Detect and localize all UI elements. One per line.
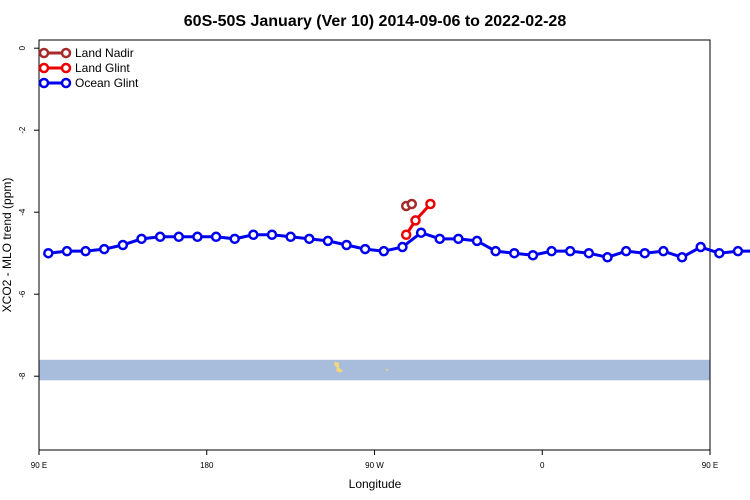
y-tick-label: 0 <box>18 45 27 50</box>
data-point-ocean-glint <box>509 247 520 259</box>
data-point-ocean-glint <box>98 243 110 255</box>
series-ocean-glint <box>43 227 750 263</box>
data-point-ocean-glint <box>415 227 427 238</box>
legend-marker <box>38 62 50 74</box>
chart-title: 60S-50S January (Ver 10) 2014-09-06 to 2… <box>184 13 567 30</box>
data-point-ocean-glint <box>620 245 632 257</box>
data-point-ocean-glint <box>322 235 334 247</box>
data-point-ocean-glint <box>136 233 147 245</box>
y-axis: 0 -2 -4 -6 -8 <box>18 45 39 380</box>
x-tick-label: 90 W <box>365 461 384 470</box>
legend-item-land-glint: Land Glint <box>38 61 130 75</box>
data-point-land-glint <box>400 229 412 240</box>
data-point-ocean-glint <box>602 252 613 263</box>
data-point-ocean-glint <box>564 245 576 257</box>
x-tick-label: 90 E <box>31 461 47 470</box>
data-point-ocean-glint <box>173 231 185 243</box>
data-point-ocean-glint <box>229 233 240 245</box>
data-point-ocean-glint <box>583 247 595 259</box>
x-axis: 90 E 180 90 W 0 90 E <box>31 450 718 470</box>
data-point-ocean-glint <box>471 235 483 247</box>
data-point-ocean-glint <box>248 229 259 240</box>
data-point-ocean-glint <box>43 247 54 259</box>
y-tick-label: -6 <box>18 290 27 298</box>
data-point-ocean-glint <box>210 231 222 243</box>
data-point-ocean-glint <box>117 239 129 251</box>
data-point-ocean-glint <box>732 245 744 257</box>
x-tick-label: 0 <box>540 461 545 470</box>
data-point-land-glint <box>425 198 436 210</box>
data-point-ocean-glint <box>658 245 669 257</box>
series-layer <box>43 198 750 263</box>
series-land-glint <box>400 198 436 240</box>
legend-marker <box>38 47 50 59</box>
data-point-ocean-glint <box>341 239 352 251</box>
data-point-ocean-glint <box>285 231 296 243</box>
data-point-ocean-glint <box>676 252 688 263</box>
legend-item-land-nadir: Land Nadir <box>38 46 134 60</box>
y-tick-label: -2 <box>18 126 27 134</box>
data-point-ocean-glint <box>304 233 315 245</box>
data-point-ocean-glint <box>359 243 371 255</box>
data-point-ocean-glint <box>378 245 390 257</box>
data-point-ocean-glint <box>61 245 73 257</box>
series-land-nadir <box>400 198 418 212</box>
map-ocean-band <box>39 359 710 381</box>
y-tick-label: -4 <box>18 208 27 216</box>
data-point-ocean-glint <box>80 245 91 257</box>
data-point-ocean-glint <box>546 245 557 257</box>
data-point-ocean-glint <box>266 229 278 240</box>
data-point-ocean-glint <box>397 241 408 253</box>
data-point-ocean-glint <box>714 247 725 259</box>
data-point-ocean-glint <box>639 247 651 259</box>
legend-label: Land Glint <box>75 61 130 75</box>
legend-marker <box>60 77 72 89</box>
legend-marker <box>38 77 50 89</box>
data-point-ocean-glint <box>490 245 501 257</box>
map-land-island <box>386 368 388 371</box>
legend-label: Land Nadir <box>75 46 134 60</box>
data-point-ocean-glint <box>434 233 445 245</box>
legend-item-ocean-glint: Ocean Glint <box>38 76 139 90</box>
x-tick-label: 90 E <box>702 461 718 470</box>
data-point-land-nadir <box>406 198 418 210</box>
x-tick-label: 180 <box>200 461 214 470</box>
map-strip <box>39 359 710 381</box>
data-point-ocean-glint <box>695 241 706 253</box>
data-point-ocean-glint <box>154 231 166 243</box>
x-axis-label: Longitude <box>349 477 402 491</box>
map-land-patagonia <box>330 360 343 373</box>
data-point-land-glint <box>410 215 421 226</box>
y-axis-label: XCO2 - MLO trend (ppm) <box>0 178 14 313</box>
y-tick-label: -8 <box>18 372 27 380</box>
data-point-ocean-glint <box>192 231 203 243</box>
data-point-ocean-glint <box>453 233 464 245</box>
legend-marker <box>60 47 72 59</box>
legend-marker <box>60 62 72 74</box>
plot-frame <box>38 39 711 451</box>
data-point-ocean-glint <box>527 250 539 261</box>
legend-label: Ocean Glint <box>75 76 139 90</box>
